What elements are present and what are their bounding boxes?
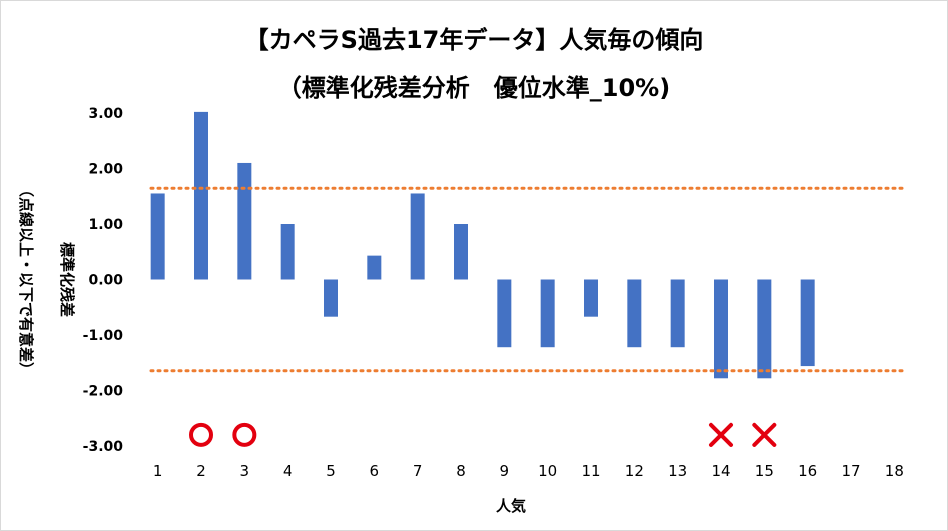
x-tick-label: 3 bbox=[240, 462, 250, 480]
circle-marker bbox=[189, 422, 213, 447]
x-tick-label: 14 bbox=[711, 462, 730, 480]
x-axis-label: 人気 bbox=[496, 497, 526, 515]
chart-title: 【カペラS過去17年データ】人気毎の傾向 bbox=[245, 26, 704, 54]
x-tick-label: 1 bbox=[153, 462, 163, 480]
y-tick-label: -1.00 bbox=[83, 328, 124, 344]
y-axis-label-line1: 標準化残差 bbox=[58, 242, 76, 317]
cross-marker bbox=[752, 422, 777, 447]
bar bbox=[670, 279, 685, 348]
cross-marker bbox=[709, 422, 733, 447]
chart-subtitle: （標準化残差分析 優位水準_10%) bbox=[278, 74, 670, 102]
bar bbox=[497, 279, 512, 348]
x-tick-label: 17 bbox=[841, 462, 860, 480]
x-tick-label: 6 bbox=[370, 462, 380, 480]
bar bbox=[194, 111, 208, 280]
bar bbox=[410, 193, 425, 280]
bar bbox=[324, 279, 338, 317]
bar bbox=[150, 193, 165, 280]
y-tick-label: 3.00 bbox=[88, 106, 123, 122]
x-tick-label: 7 bbox=[413, 462, 423, 480]
y-axis-label-line2: （点線以上・以下で有意差） bbox=[17, 182, 35, 377]
bar bbox=[627, 279, 642, 348]
bar bbox=[757, 279, 772, 379]
x-tick-label: 12 bbox=[625, 462, 644, 480]
circle-marker bbox=[232, 422, 257, 447]
bar bbox=[454, 224, 468, 280]
plot-area: 3.002.001.000.00-1.00-2.00-3.001 2 3 4 5 6 7 8 9… bbox=[83, 106, 908, 480]
y-tick-label: -3.00 bbox=[83, 439, 124, 455]
x-tick-label: 15 bbox=[755, 462, 774, 480]
bar bbox=[800, 279, 815, 367]
bar bbox=[237, 162, 252, 280]
x-tick-label: 11 bbox=[581, 462, 600, 480]
x-tick-label: 18 bbox=[885, 462, 904, 480]
x-tick-label: 10 bbox=[538, 462, 557, 480]
x-tick-label: 4 bbox=[283, 462, 293, 480]
y-axis-label: 標準化残差 （点線以上・以下で有意差） bbox=[17, 182, 76, 377]
y-tick-label: 2.00 bbox=[88, 162, 123, 178]
bar bbox=[540, 279, 555, 348]
bar bbox=[584, 279, 598, 317]
x-tick-label: 8 bbox=[456, 462, 466, 480]
x-tick-label: 16 bbox=[798, 462, 817, 480]
y-tick-label: 1.00 bbox=[88, 217, 123, 233]
bar bbox=[367, 255, 382, 280]
bar bbox=[714, 279, 728, 379]
bar bbox=[280, 224, 295, 280]
y-tick-label: -2.00 bbox=[83, 384, 124, 400]
y-tick-label: 0.00 bbox=[88, 273, 123, 289]
x-tick-label: 13 bbox=[668, 462, 687, 480]
x-tick-label: 9 bbox=[500, 462, 510, 480]
x-tick-label: 2 bbox=[196, 462, 206, 480]
x-tick-label: 5 bbox=[326, 462, 336, 480]
